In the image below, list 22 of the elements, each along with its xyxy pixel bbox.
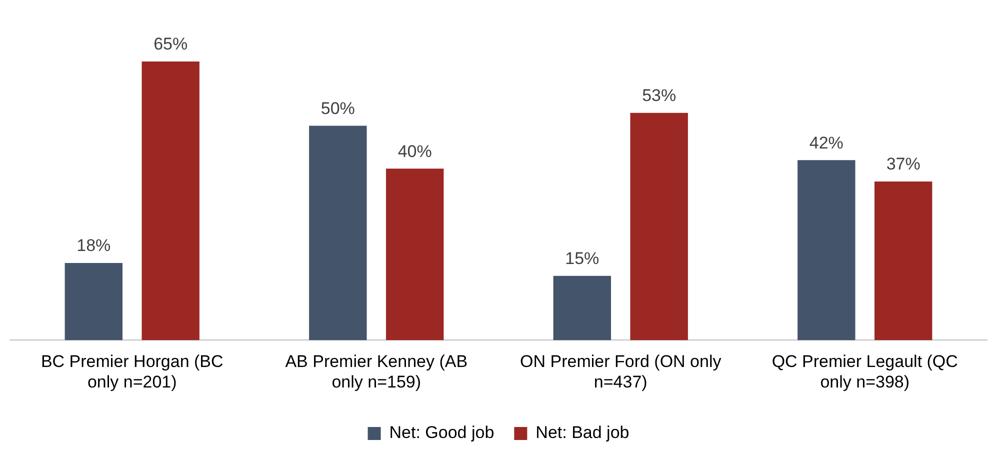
data-label: 40% <box>398 142 432 161</box>
bar <box>874 182 932 340</box>
x-tick-label: AB Premier Kenney (AB only n=159) <box>285 352 468 392</box>
data-label: 50% <box>320 98 355 118</box>
data-label: 15% <box>565 249 600 268</box>
data-label: 37% <box>886 154 920 174</box>
bar <box>64 263 123 340</box>
data-label: 42% <box>809 133 844 152</box>
bar <box>798 160 856 340</box>
bar <box>309 126 367 340</box>
bar <box>142 61 200 340</box>
x-tick-label: QC Premier Legault (QC only n=398) <box>772 352 958 392</box>
x-tick-label: ON Premier Ford (ON only n=437) <box>520 352 722 392</box>
legend-label: Net: Bad job <box>536 423 630 442</box>
data-label: 65% <box>154 34 188 54</box>
bar <box>386 168 444 340</box>
data-label: 53% <box>642 86 676 106</box>
x-tick-label: BC Premier Horgan (BC only n=201) <box>40 352 224 392</box>
data-label: 18% <box>76 236 111 256</box>
bar <box>630 112 688 340</box>
legend-label: Net: Good job <box>389 423 494 442</box>
bar <box>553 276 612 340</box>
